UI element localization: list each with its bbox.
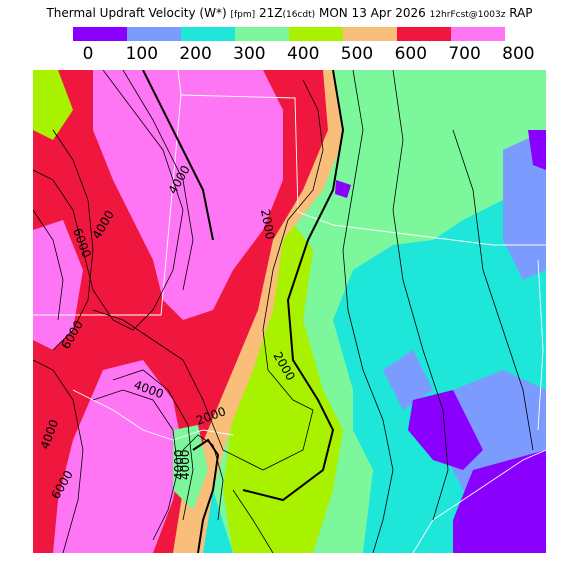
title-time: 21Z — [258, 6, 283, 20]
field-purple-patch — [408, 390, 483, 470]
title-units: [fpm] — [230, 10, 256, 20]
field-lime-west — [33, 70, 73, 140]
color-legend — [73, 27, 505, 41]
legend-swatch — [127, 27, 181, 41]
legend-tick: 600 — [394, 44, 428, 64]
legend-tick: 0 — [82, 44, 94, 64]
field-purple-ne — [528, 130, 546, 170]
title-local: (16cdt) — [282, 10, 316, 20]
legend-tick: 800 — [502, 44, 535, 64]
field-magenta-south — [53, 360, 183, 553]
contour-label: 4000 — [178, 449, 192, 480]
legend-swatch — [397, 27, 451, 41]
legend-swatch — [73, 27, 127, 41]
state-line-west — [33, 94, 182, 316]
field-magenta-north — [93, 70, 283, 320]
legend-tick: 200 — [179, 44, 212, 64]
field-purple-dot — [335, 180, 351, 198]
title-main: Thermal Updraft Velocity (W*) — [46, 6, 227, 20]
legend-tick: 300 — [233, 44, 266, 64]
legend-swatch — [451, 27, 505, 41]
forecast-map: 4000 6000 4000 2000 2000 2000 4000 4000 … — [33, 70, 546, 553]
map-svg: 4000 6000 4000 2000 2000 2000 4000 4000 … — [33, 70, 546, 553]
legend-tick: 700 — [448, 44, 481, 64]
field-blue-central — [383, 350, 433, 410]
field-purple-gulf — [453, 450, 546, 553]
chart-title: Thermal Updraft Velocity (W*) [fpm] 21Z(… — [0, 6, 579, 20]
contour-label: 4000 — [172, 449, 186, 480]
coastline — [412, 449, 546, 553]
border-rio-grande — [72, 389, 234, 441]
title-date: MON 13 Apr 2026 — [318, 6, 426, 20]
legend-tick: 500 — [340, 44, 374, 64]
contour-label: 2000 — [258, 208, 277, 241]
title-fcst: 12hrFcst@1003z — [429, 10, 506, 20]
legend-swatch — [289, 27, 343, 41]
legend-swatch — [343, 27, 397, 41]
state-line-east — [537, 259, 544, 431]
contour-lines — [33, 70, 534, 553]
legend-swatch — [181, 27, 235, 41]
legend-tick: 100 — [125, 44, 159, 64]
legend-ticks: 0 100 200 300 400 500 600 700 800 — [0, 44, 579, 66]
title-model: RAP — [509, 6, 533, 20]
legend-tick: 400 — [286, 44, 320, 64]
state-line-north — [177, 70, 546, 246]
legend-swatch — [235, 27, 289, 41]
field-magenta-west — [33, 220, 83, 350]
field-blue-ne — [503, 130, 546, 280]
